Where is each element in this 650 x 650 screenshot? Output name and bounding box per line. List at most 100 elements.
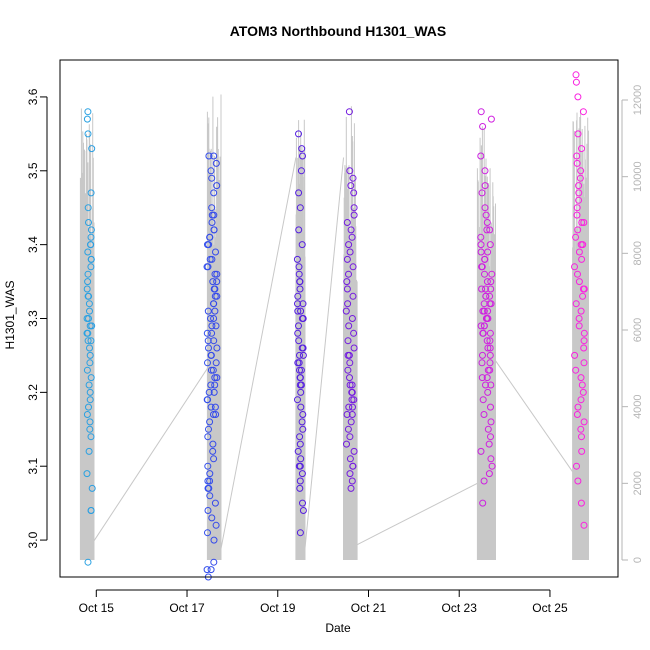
data-point [296, 351, 303, 359]
data-point [488, 270, 496, 278]
data-point [343, 440, 350, 448]
data-point [344, 366, 352, 374]
data-point [206, 233, 214, 241]
data-point [213, 292, 221, 300]
data-point [347, 226, 355, 234]
data-point [479, 396, 487, 404]
data-point [208, 174, 216, 182]
data-point [350, 204, 358, 212]
data-point [479, 329, 487, 337]
data-point [211, 270, 219, 278]
data-point [575, 182, 583, 190]
data-point [578, 145, 585, 153]
data-point [572, 300, 580, 308]
data-point [85, 300, 93, 308]
data-point [580, 329, 588, 337]
data-point [346, 374, 353, 382]
data-point [350, 189, 358, 197]
data-point [488, 462, 496, 470]
x-tick-label: Oct 25 [532, 601, 568, 615]
data-point [484, 425, 492, 433]
data-point [477, 248, 485, 256]
data-point [574, 477, 582, 485]
data-point [579, 241, 587, 249]
data-point [572, 78, 580, 86]
data-point [482, 285, 489, 293]
data-point [487, 455, 495, 463]
data-point [205, 425, 212, 433]
data-point [580, 418, 588, 426]
data-point [204, 484, 212, 492]
data-point [343, 285, 351, 293]
data-point [573, 462, 580, 470]
data-point [210, 388, 218, 396]
data-point [85, 219, 92, 226]
data-point [296, 285, 304, 293]
data-point [477, 152, 485, 160]
data-point [346, 248, 354, 256]
y-tick-label: 3.1 [26, 458, 40, 475]
altitude-connector [304, 157, 345, 549]
data-point [346, 470, 354, 478]
data-point [88, 145, 96, 153]
y-tick-label: 3.6 [26, 88, 40, 105]
data-point [208, 211, 216, 219]
data-point [575, 196, 583, 204]
data-point [295, 263, 303, 271]
y2-tick-label: 2000 [632, 471, 644, 495]
data-point [203, 329, 211, 337]
altitude-trace [476, 126, 496, 561]
data-point [295, 337, 303, 345]
data-point [203, 566, 211, 574]
data-point [206, 255, 214, 263]
data-point [296, 366, 303, 374]
data-point [344, 300, 352, 308]
data-point [293, 255, 301, 263]
data-point [479, 351, 486, 359]
data-point [203, 396, 211, 404]
data-point [213, 182, 221, 190]
data-point [577, 499, 585, 507]
data-point [296, 462, 304, 470]
altitude-trace [79, 108, 95, 561]
data-point [573, 411, 581, 418]
data-point [206, 492, 214, 500]
data-point [576, 174, 584, 182]
data-point [83, 411, 91, 418]
data-point [348, 315, 356, 322]
data-point [483, 374, 491, 382]
data-point [205, 388, 213, 396]
data-point [573, 152, 581, 160]
data-point [481, 270, 488, 278]
data-point [87, 189, 95, 197]
data-point [208, 514, 216, 522]
data-point [295, 322, 302, 330]
chart-title: ATOM3 Northbound H1301_WAS [230, 23, 447, 39]
data-point [478, 374, 486, 382]
data-point [487, 285, 495, 293]
x-axis-label: Date [325, 621, 351, 635]
data-point [479, 123, 487, 130]
data-point [299, 425, 307, 433]
data-point [299, 152, 306, 160]
data-point [213, 344, 221, 352]
data-point [294, 396, 301, 404]
data-point [577, 396, 585, 404]
data-point [87, 263, 95, 271]
data-point [205, 344, 212, 352]
data-point [298, 344, 306, 352]
data-point [210, 315, 218, 322]
data-point [206, 418, 214, 426]
data-point [83, 329, 91, 337]
data-point [344, 425, 352, 433]
data-point [346, 455, 354, 463]
data-point [298, 315, 306, 322]
data-point [204, 477, 212, 485]
data-point [484, 388, 492, 396]
data-point [571, 263, 578, 271]
plot-border [59, 59, 619, 578]
data-point [83, 285, 91, 293]
data-point [84, 558, 92, 566]
